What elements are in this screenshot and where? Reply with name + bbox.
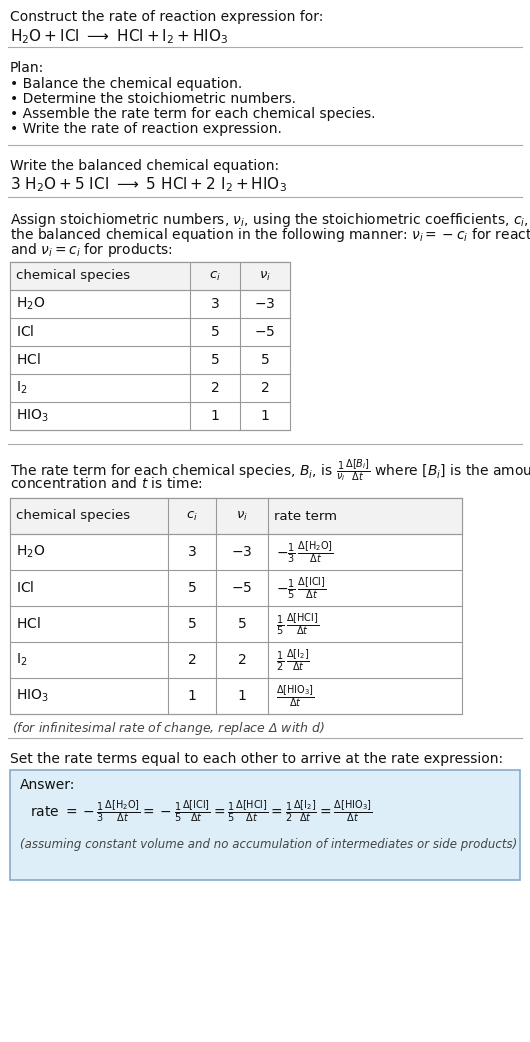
Text: concentration and $t$ is time:: concentration and $t$ is time: xyxy=(10,476,202,491)
Text: and $\nu_i = c_i$ for products:: and $\nu_i = c_i$ for products: xyxy=(10,241,173,259)
Text: $\mathrm{HCl}$: $\mathrm{HCl}$ xyxy=(16,617,41,631)
Text: $\frac{1}{2}\,\frac{\Delta[\mathrm{I_2}]}{\Delta t}$: $\frac{1}{2}\,\frac{\Delta[\mathrm{I_2}]… xyxy=(276,647,310,673)
Text: (assuming constant volume and no accumulation of intermediates or side products): (assuming constant volume and no accumul… xyxy=(20,838,517,851)
Text: $2$: $2$ xyxy=(237,653,246,667)
Text: Write the balanced chemical equation:: Write the balanced chemical equation: xyxy=(10,159,279,173)
Text: $5$: $5$ xyxy=(237,617,247,631)
Text: 5: 5 xyxy=(188,581,197,595)
Text: Set the rate terms equal to each other to arrive at the rate expression:: Set the rate terms equal to each other t… xyxy=(10,752,503,766)
Text: $\mathrm{HCl}$: $\mathrm{HCl}$ xyxy=(16,352,41,368)
Text: $\frac{\Delta[\mathrm{HIO_3}]}{\Delta t}$: $\frac{\Delta[\mathrm{HIO_3}]}{\Delta t}… xyxy=(276,684,315,709)
Text: $\mathrm{ICl}$: $\mathrm{ICl}$ xyxy=(16,580,34,595)
Text: 2: 2 xyxy=(188,653,197,667)
Text: • Determine the stoichiometric numbers.: • Determine the stoichiometric numbers. xyxy=(10,92,296,106)
Text: $\mathrm{3\ H_2O + 5\ ICl\ \longrightarrow\ 5\ HCl + 2\ I_2 + HIO_3}$: $\mathrm{3\ H_2O + 5\ ICl\ \longrightarr… xyxy=(10,175,287,194)
Text: $\mathrm{ICl}$: $\mathrm{ICl}$ xyxy=(16,324,34,340)
Text: The rate term for each chemical species, $B_i$, is $\frac{1}{\nu_i}\frac{\Delta[: The rate term for each chemical species,… xyxy=(10,458,530,485)
Bar xyxy=(10,262,290,430)
Text: Assign stoichiometric numbers, $\nu_i$, using the stoichiometric coefficients, $: Assign stoichiometric numbers, $\nu_i$, … xyxy=(10,210,530,229)
Text: 5: 5 xyxy=(210,353,219,367)
Text: 3: 3 xyxy=(210,297,219,311)
Text: Construct the rate of reaction expression for:: Construct the rate of reaction expressio… xyxy=(10,10,323,24)
Text: $1$: $1$ xyxy=(260,410,270,423)
Text: $\mathrm{I_2}$: $\mathrm{I_2}$ xyxy=(16,652,28,668)
Text: $-\frac{1}{3}\,\frac{\Delta[\mathrm{H_2O}]}{\Delta t}$: $-\frac{1}{3}\,\frac{\Delta[\mathrm{H_2O… xyxy=(276,539,334,565)
Text: • Balance the chemical equation.: • Balance the chemical equation. xyxy=(10,77,242,91)
Bar xyxy=(10,262,290,290)
Text: Answer:: Answer: xyxy=(20,778,75,792)
Text: $\nu_i$: $\nu_i$ xyxy=(259,270,271,282)
Text: 5: 5 xyxy=(188,617,197,631)
Text: 5: 5 xyxy=(210,325,219,339)
Text: (for infinitesimal rate of change, replace Δ with $d$): (for infinitesimal rate of change, repla… xyxy=(12,720,325,737)
Text: $-3$: $-3$ xyxy=(254,297,276,311)
Text: Plan:: Plan: xyxy=(10,61,44,75)
Text: $2$: $2$ xyxy=(260,381,270,395)
Text: $-\frac{1}{5}\,\frac{\Delta[\mathrm{ICl}]}{\Delta t}$: $-\frac{1}{5}\,\frac{\Delta[\mathrm{ICl}… xyxy=(276,575,326,601)
Text: $c_i$: $c_i$ xyxy=(186,510,198,522)
Text: • Assemble the rate term for each chemical species.: • Assemble the rate term for each chemic… xyxy=(10,107,375,121)
Text: $\mathrm{H_2O + ICl\ \longrightarrow\ HCl + I_2 + HIO_3}$: $\mathrm{H_2O + ICl\ \longrightarrow\ HC… xyxy=(10,27,228,46)
Text: the balanced chemical equation in the following manner: $\nu_i = -c_i$ for react: the balanced chemical equation in the fo… xyxy=(10,226,530,244)
Text: $\mathrm{HIO_3}$: $\mathrm{HIO_3}$ xyxy=(16,688,49,704)
Text: chemical species: chemical species xyxy=(16,270,130,282)
Bar xyxy=(10,498,462,714)
Text: $c_i$: $c_i$ xyxy=(209,270,221,282)
Text: $\mathrm{I_2}$: $\mathrm{I_2}$ xyxy=(16,379,28,396)
Text: $-5$: $-5$ xyxy=(254,325,276,339)
Text: $\nu_i$: $\nu_i$ xyxy=(236,510,248,522)
Text: $\mathrm{H_2O}$: $\mathrm{H_2O}$ xyxy=(16,296,45,313)
Text: rate term: rate term xyxy=(274,510,337,522)
Text: $1$: $1$ xyxy=(237,689,247,703)
Text: 2: 2 xyxy=(210,381,219,395)
Text: $-5$: $-5$ xyxy=(232,581,253,595)
Text: $-3$: $-3$ xyxy=(231,545,253,559)
Text: 3: 3 xyxy=(188,545,197,559)
Text: $5$: $5$ xyxy=(260,353,270,367)
Text: 1: 1 xyxy=(210,410,219,423)
Bar xyxy=(10,498,462,534)
Text: $\mathrm{HIO_3}$: $\mathrm{HIO_3}$ xyxy=(16,407,49,424)
Bar xyxy=(10,770,520,880)
Text: 1: 1 xyxy=(188,689,197,703)
Text: chemical species: chemical species xyxy=(16,510,130,522)
Text: rate $= -\frac{1}{3}\frac{\Delta[\mathrm{H_2O}]}{\Delta t} = -\frac{1}{5}\frac{\: rate $= -\frac{1}{3}\frac{\Delta[\mathrm… xyxy=(30,798,373,824)
Text: $\frac{1}{5}\,\frac{\Delta[\mathrm{HCl}]}{\Delta t}$: $\frac{1}{5}\,\frac{\Delta[\mathrm{HCl}]… xyxy=(276,611,319,637)
Text: $\mathrm{H_2O}$: $\mathrm{H_2O}$ xyxy=(16,544,45,561)
Text: • Write the rate of reaction expression.: • Write the rate of reaction expression. xyxy=(10,122,282,137)
